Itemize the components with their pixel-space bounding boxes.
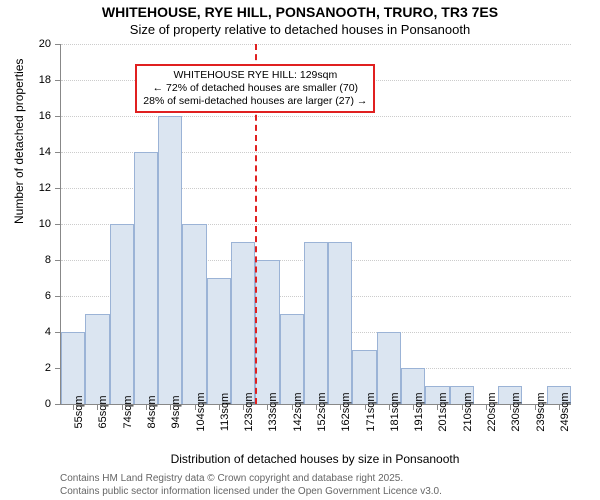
x-tick-label: 104sqm (195, 392, 207, 431)
bar (110, 224, 134, 404)
bar (207, 278, 231, 404)
bar (304, 242, 328, 404)
x-tick-label: 210sqm (462, 392, 474, 431)
y-tick (55, 260, 61, 261)
bar (182, 224, 206, 404)
x-tick-label: 74sqm (122, 395, 134, 428)
x-tick-label: 191sqm (413, 392, 425, 431)
x-tick-label: 152sqm (316, 392, 328, 431)
y-tick-label: 6 (45, 290, 51, 302)
annotation-line-1: WHITEHOUSE RYE HILL: 129sqm (143, 69, 367, 82)
x-tick-label: 239sqm (535, 392, 547, 431)
x-tick-label: 84sqm (146, 395, 158, 428)
plot-area: 0246810121416182055sqm65sqm74sqm84sqm94s… (60, 44, 571, 405)
x-tick-label: 94sqm (170, 395, 182, 428)
x-tick-label: 133sqm (267, 392, 279, 431)
x-axis-label: Distribution of detached houses by size … (60, 452, 570, 466)
bar (85, 314, 109, 404)
y-tick (55, 44, 61, 45)
y-tick-label: 12 (39, 182, 51, 194)
x-tick-label: 171sqm (365, 392, 377, 431)
x-tick-label: 65sqm (97, 395, 109, 428)
chart-subtitle: Size of property relative to detached ho… (0, 22, 600, 37)
bar (61, 332, 85, 404)
y-tick (55, 188, 61, 189)
x-tick-label: 201sqm (437, 392, 449, 431)
y-tick-label: 20 (39, 38, 51, 50)
y-tick (55, 224, 61, 225)
x-tick-label: 162sqm (340, 392, 352, 431)
x-tick-label: 113sqm (219, 393, 231, 431)
y-tick-label: 16 (39, 110, 51, 122)
bar (158, 116, 182, 404)
annotation-line-2: ← 72% of detached houses are smaller (70… (143, 82, 367, 95)
y-tick-label: 18 (39, 74, 51, 86)
annotation-box: WHITEHOUSE RYE HILL: 129sqm← 72% of deta… (135, 64, 375, 113)
bar (255, 260, 279, 404)
x-tick-label: 230sqm (510, 392, 522, 431)
footer-text: Contains HM Land Registry data © Crown c… (60, 473, 442, 498)
footer-line-2: Contains public sector information licen… (60, 486, 442, 499)
y-axis-label: Number of detached properties (12, 59, 26, 224)
y-tick (55, 80, 61, 81)
y-tick-label: 2 (45, 362, 51, 374)
y-tick (55, 404, 61, 405)
x-tick-label: 181sqm (389, 392, 401, 431)
annotation-line-3: 28% of semi-detached houses are larger (… (143, 95, 367, 108)
y-tick-label: 10 (39, 218, 51, 230)
bar (328, 242, 352, 404)
gridline (61, 116, 571, 117)
y-tick (55, 116, 61, 117)
x-tick-label: 220sqm (486, 392, 498, 431)
x-tick-label: 55sqm (73, 395, 85, 428)
chart-container: WHITEHOUSE, RYE HILL, PONSANOOTH, TRURO,… (0, 0, 600, 500)
chart-title: WHITEHOUSE, RYE HILL, PONSANOOTH, TRURO,… (0, 4, 600, 20)
y-tick-label: 4 (45, 326, 51, 338)
bar (280, 314, 304, 404)
y-tick-label: 8 (45, 254, 51, 266)
footer-line-1: Contains HM Land Registry data © Crown c… (60, 473, 442, 486)
bar (231, 242, 255, 404)
y-tick-label: 14 (39, 146, 51, 158)
y-tick (55, 296, 61, 297)
x-tick-label: 142sqm (292, 392, 304, 431)
x-tick-label: 249sqm (559, 392, 571, 431)
x-tick-label: 123sqm (243, 392, 255, 431)
y-tick (55, 152, 61, 153)
y-tick-label: 0 (45, 398, 51, 410)
gridline (61, 44, 571, 45)
bar (134, 152, 158, 404)
